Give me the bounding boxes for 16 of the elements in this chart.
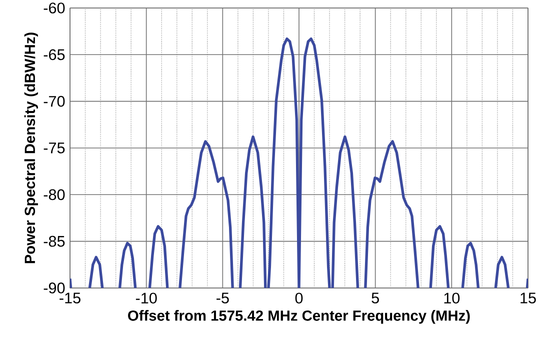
x-axis-title: Offset from 1575.42 MHz Center Frequency (MHz) (128, 310, 470, 324)
y-tick-label: -80 (44, 189, 65, 200)
y-axis-title: Power Spectral Density (dBW/Hz) (24, 32, 38, 264)
x-tick-label: 0 (295, 292, 303, 304)
y-tick-label: -65 (44, 49, 65, 60)
x-tick-label: -5 (216, 292, 229, 304)
y-tick-label: -60 (44, 2, 65, 14)
x-tick-label: 10 (444, 292, 460, 304)
y-tick-label: -70 (44, 96, 65, 107)
x-tick-label: -15 (60, 292, 80, 304)
y-tick-label: -75 (44, 142, 65, 154)
y-tick-label: -90 (44, 282, 65, 294)
x-tick-label: -10 (136, 292, 157, 304)
y-tick-label: -85 (44, 236, 65, 247)
x-tick-label: 15 (520, 292, 536, 304)
x-tick-label: 5 (372, 292, 379, 304)
